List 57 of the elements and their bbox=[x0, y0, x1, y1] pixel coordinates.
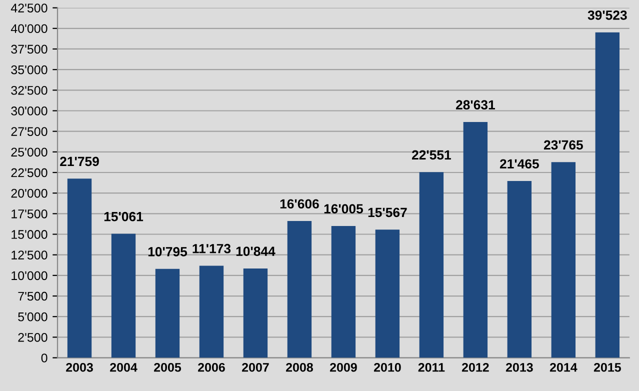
y-tick-label: 10'000 bbox=[12, 271, 48, 280]
x-tick-label: 2013 bbox=[506, 362, 533, 372]
data-label: 22'551 bbox=[412, 150, 451, 160]
y-tick-label: 12'500 bbox=[12, 250, 48, 260]
y-tick-label: 27'500 bbox=[11, 127, 48, 136]
x-tick-label: 2007 bbox=[242, 362, 269, 372]
bar bbox=[67, 178, 92, 358]
x-tick-label: 2010 bbox=[374, 362, 401, 372]
data-label: 21'465 bbox=[500, 159, 539, 169]
x-tick-label: 2006 bbox=[198, 362, 225, 372]
bar bbox=[463, 122, 488, 358]
y-tick-label: 40'000 bbox=[10, 24, 48, 34]
x-tick-label: 2009 bbox=[330, 362, 357, 372]
bar bbox=[595, 32, 620, 358]
bar bbox=[375, 230, 400, 358]
y-tick-label: 37'500 bbox=[11, 44, 48, 54]
y-tick-label: 7'500 bbox=[18, 292, 48, 301]
y-tick-label: 2'500 bbox=[18, 332, 48, 342]
bar bbox=[551, 162, 576, 358]
data-label: 11'173 bbox=[192, 244, 231, 254]
x-tick-label: 2011 bbox=[418, 362, 445, 372]
data-label: 23'765 bbox=[544, 140, 583, 150]
bar bbox=[155, 268, 180, 358]
bar bbox=[199, 266, 224, 358]
data-label: 16'606 bbox=[280, 199, 319, 209]
data-label: 10'795 bbox=[148, 247, 188, 256]
bar bbox=[331, 226, 356, 358]
data-label: 16'005 bbox=[324, 204, 364, 214]
data-label: 39'523 bbox=[588, 10, 627, 20]
y-tick-label: 25'000 bbox=[11, 148, 48, 157]
bar bbox=[111, 234, 136, 358]
y-tick-label: 42'500 bbox=[10, 4, 48, 12]
y-tick-label: 17'500 bbox=[12, 209, 48, 218]
x-tick-label: 2014 bbox=[550, 362, 578, 372]
y-tick-label: 5'000 bbox=[18, 312, 48, 322]
x-tick-label: 2004 bbox=[110, 362, 138, 372]
y-tick-label: 0 bbox=[41, 354, 48, 362]
x-tick-label: 2005 bbox=[154, 362, 182, 372]
data-label: 15'061 bbox=[104, 212, 144, 222]
y-tick-label: 32'500 bbox=[11, 86, 48, 95]
x-tick-label: 2008 bbox=[286, 362, 313, 372]
x-tick-label: 2012 bbox=[462, 362, 489, 372]
data-label: 21'759 bbox=[60, 156, 99, 166]
bar bbox=[419, 172, 444, 358]
y-tick-label: 22'500 bbox=[11, 168, 48, 178]
y-tick-label: 35'000 bbox=[11, 65, 48, 74]
bar bbox=[287, 221, 312, 358]
data-label: 10'844 bbox=[236, 246, 276, 256]
y-tick-label: 30'000 bbox=[11, 106, 48, 116]
x-tick-label: 2003 bbox=[66, 362, 93, 372]
data-label: 28'631 bbox=[456, 100, 495, 110]
y-tick-label: 15'000 bbox=[12, 230, 48, 239]
bar bbox=[507, 181, 532, 358]
bar bbox=[243, 268, 268, 358]
data-label: 15'567 bbox=[368, 208, 407, 218]
y-tick-label: 20'000 bbox=[11, 188, 48, 198]
x-tick-label: 2015 bbox=[594, 362, 621, 372]
